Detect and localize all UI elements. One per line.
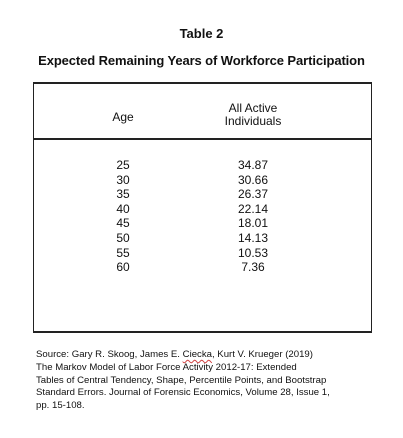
table-row: 35 26.37 bbox=[34, 187, 371, 202]
source-text: Source: Gary R. Skoog, James E. bbox=[36, 349, 183, 360]
years-cell: 34.87 bbox=[237, 158, 269, 172]
age-cell: 60 bbox=[116, 260, 130, 275]
table-row: 45 18.01 bbox=[34, 216, 371, 231]
years-cell: 22.14 bbox=[237, 201, 269, 216]
age-cell: 55 bbox=[116, 245, 130, 260]
table-body: 25 34.87 30 30.66 35 26.37 40 22.14 45 1… bbox=[34, 158, 371, 275]
table-row: 60 7.36 bbox=[34, 260, 371, 275]
age-cell: 30 bbox=[116, 172, 130, 187]
source-citation: Source: Gary R. Skoog, James E. Ciecka, … bbox=[36, 349, 381, 413]
header-divider bbox=[34, 138, 371, 140]
age-cell: 25 bbox=[116, 158, 130, 172]
source-line: Source: Gary R. Skoog, James E. Ciecka, … bbox=[36, 349, 381, 362]
source-line: The Markov Model of Labor Force Activity… bbox=[36, 361, 297, 373]
column-header-age: Age bbox=[112, 110, 134, 124]
column-header-line: All Active bbox=[228, 101, 278, 115]
age-cell: 45 bbox=[116, 216, 130, 231]
source-text: , Kurt V. Krueger (2019) bbox=[211, 349, 313, 360]
source-line: pp. 15-108. bbox=[36, 400, 85, 412]
years-cell: 30.66 bbox=[237, 172, 269, 187]
table-row: 30 30.66 bbox=[34, 173, 371, 188]
years-cell: 10.53 bbox=[237, 245, 269, 260]
table-row: 55 10.53 bbox=[34, 246, 371, 261]
years-cell: 18.01 bbox=[237, 216, 269, 231]
source-line: Tables of Central Tendency, Shape, Perce… bbox=[36, 374, 327, 386]
table-row: 50 14.13 bbox=[34, 231, 371, 246]
age-cell: 50 bbox=[116, 230, 130, 245]
source-line: Standard Errors. Journal of Forensic Eco… bbox=[36, 387, 330, 399]
table-title: Table 2 bbox=[179, 26, 224, 41]
age-cell: 40 bbox=[116, 201, 130, 216]
years-cell: 7.36 bbox=[241, 260, 265, 275]
table-row: 25 34.87 bbox=[34, 158, 371, 173]
spellcheck-flagged-word: Ciecka bbox=[182, 349, 212, 360]
column-header-line: Individuals bbox=[224, 114, 282, 128]
years-cell: 14.13 bbox=[237, 230, 269, 245]
data-table: Age All Active Individuals 25 34.87 30 3… bbox=[33, 82, 372, 333]
years-cell: 26.37 bbox=[237, 187, 269, 202]
column-header-all-active-individuals: All Active Individuals bbox=[198, 102, 308, 128]
table-subtitle: Expected Remaining Years of Workforce Pa… bbox=[38, 53, 365, 68]
age-cell: 35 bbox=[116, 187, 130, 202]
table-row: 40 22.14 bbox=[34, 202, 371, 217]
